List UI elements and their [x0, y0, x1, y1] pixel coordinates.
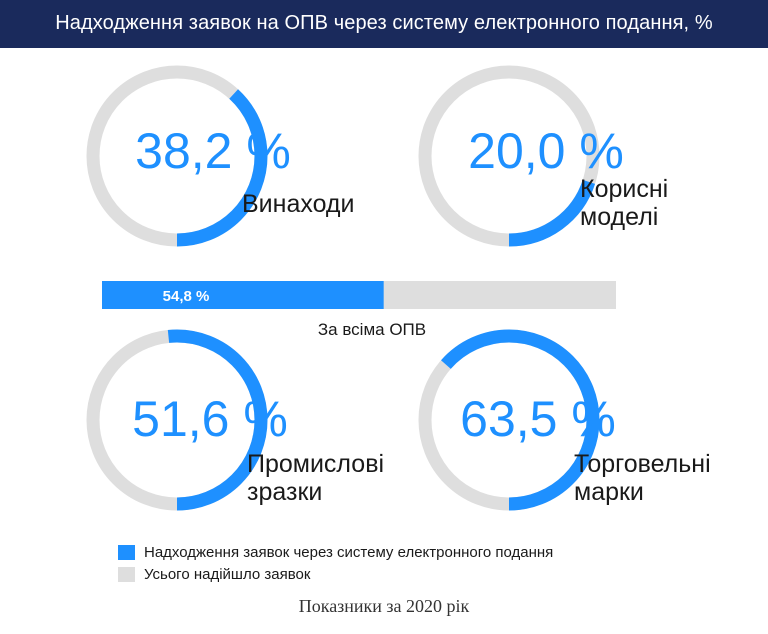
legend-swatch-electronic	[118, 544, 135, 560]
donut-3-category-label-line-2: зразки	[247, 478, 322, 506]
donut-4-category-label-line-2: марки	[574, 478, 644, 506]
legend-item-total: Усього надійшло заявок	[118, 563, 553, 585]
overall-bar-electronic	[102, 281, 384, 309]
legend-label-total: Усього надійшло заявок	[144, 565, 311, 583]
donut-2-arc-electronic	[418, 65, 600, 247]
donut-2-category-label-line-1: Корисні	[580, 175, 668, 203]
donut-1-category-label-line-1: Винаходи	[242, 190, 354, 218]
donut-1-arc-electronic	[86, 65, 268, 247]
donut-2-value-label: 20,0 %	[468, 123, 624, 179]
legend-label-electronic: Надходження заявок через систему електро…	[144, 543, 554, 561]
donut-3-category-label-line-1: Промислові	[247, 450, 384, 478]
footnote: Показники за 2020 рік	[298, 596, 470, 616]
donut-4-category-label-line-1: Торговельні	[574, 450, 711, 478]
donut-4-arc-electronic	[418, 329, 600, 511]
overall-value-label: 54,8 %	[163, 288, 210, 305]
overall-category-label: За всіма ОПВ	[318, 320, 426, 339]
donut-4-value-label: 63,5 %	[460, 391, 616, 447]
title-bar: Надходження заявок на ОПВ через систему …	[0, 0, 768, 48]
legend: Надходження заявок через систему електро…	[118, 541, 553, 585]
donut-1-value-label: 38,2 %	[135, 123, 291, 179]
donut-3-arc-electronic	[86, 329, 268, 511]
legend-item-electronic: Надходження заявок через систему електро…	[118, 541, 553, 563]
chart-title: Надходження заявок на ОПВ через систему …	[55, 12, 713, 34]
legend-swatch-total	[118, 566, 135, 582]
donut-3-value-label: 51,6 %	[132, 391, 288, 447]
donut-2-category-label-line-2: моделі	[580, 203, 658, 231]
